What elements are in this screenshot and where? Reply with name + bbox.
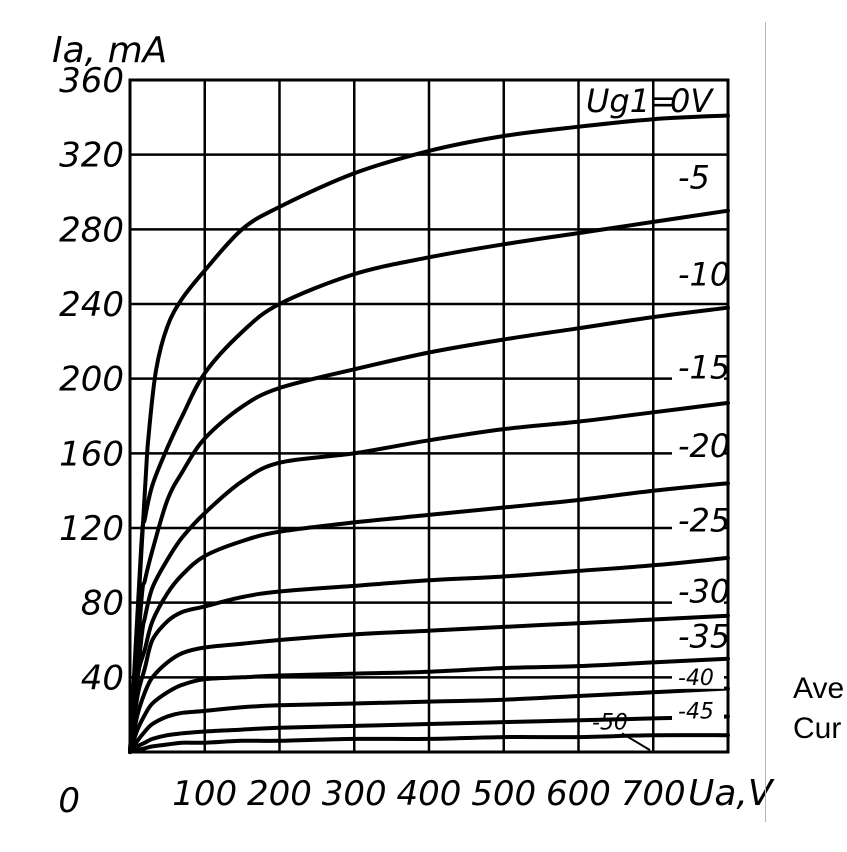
- series-line-15: [128, 400, 730, 754]
- curves: [128, 113, 730, 754]
- series-label-bg: [672, 505, 724, 538]
- series-label: -45: [678, 699, 714, 724]
- series-label-bg: [672, 431, 724, 464]
- y-tick-label: 360: [59, 61, 124, 101]
- x-tick-label: 300: [322, 774, 387, 814]
- series-label-bg: [672, 352, 724, 385]
- series-line-40: [128, 686, 730, 754]
- series-line-30: [128, 613, 730, 754]
- side-text-line-2: Cur: [793, 712, 842, 745]
- series-label: -15: [678, 349, 730, 387]
- curve-label-backgrounds: [672, 162, 724, 723]
- y-tick-label: 160: [59, 434, 124, 474]
- legend-title: Ug1=: [586, 82, 677, 120]
- series-label: -30: [678, 573, 730, 611]
- x-tick-label: 100: [172, 774, 237, 814]
- series-label-bg: [672, 162, 724, 195]
- series-label: -25: [678, 502, 730, 540]
- series-line-0V: [128, 113, 730, 754]
- x-axis-title: Ua,V: [688, 773, 775, 814]
- side-text-line-1: Ave: [793, 672, 845, 705]
- series-label-bg: [672, 576, 724, 609]
- y-axis-title: Ia, mA: [52, 30, 167, 71]
- y-tick-label: 200: [59, 360, 124, 400]
- y-tick-label: 280: [59, 210, 124, 250]
- x-tick-label: 700: [621, 774, 686, 814]
- series-label: -10: [678, 255, 730, 293]
- series-line-10: [128, 305, 730, 754]
- y-tick-label: 240: [59, 285, 124, 325]
- series-label-bg: [672, 621, 724, 654]
- series-label-bg: [672, 259, 724, 292]
- series-label: -35: [678, 617, 730, 655]
- series-line-50: [128, 733, 730, 754]
- series-line-20: [128, 481, 730, 754]
- series-line-45: [128, 714, 730, 754]
- x-tick-label: 500: [471, 774, 536, 814]
- series-label: -5: [678, 158, 710, 196]
- y-tick-label: 320: [59, 136, 124, 176]
- series-line-5: [128, 208, 730, 754]
- series-label: 0V: [670, 82, 714, 120]
- series-label-pointer: [621, 732, 651, 751]
- x-tick-label: 600: [546, 774, 611, 814]
- series-label-bg: [672, 668, 724, 689]
- curve-labels: 0V -5 -10 -15 -20 -25 -30 -35 -40 -45 -50: [592, 82, 730, 751]
- divider-line: [765, 22, 766, 822]
- y-tick-label: 80: [81, 584, 124, 624]
- y-tick-label: 120: [59, 509, 124, 549]
- series-line-35: [128, 656, 730, 754]
- grid: [128, 78, 730, 754]
- series-label: -20: [678, 427, 730, 465]
- series-line-25: [128, 555, 730, 754]
- series-label-bg: [672, 702, 724, 723]
- series-label: -50: [592, 711, 628, 736]
- y-tick-label: 0: [58, 781, 80, 821]
- x-tick-label: 200: [247, 774, 312, 814]
- x-tick-label: 400: [397, 774, 462, 814]
- series-label: -40: [678, 666, 714, 691]
- y-tick-label: 40: [81, 658, 124, 698]
